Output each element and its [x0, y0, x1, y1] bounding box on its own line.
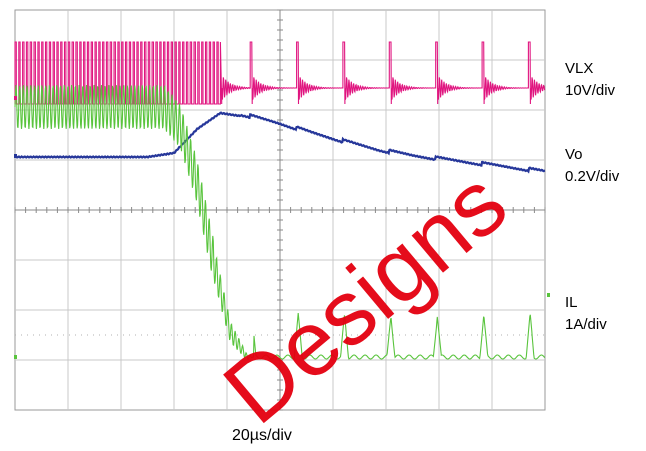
vlx-scale: 10V/div	[565, 82, 616, 99]
il-label: IL 1A/div	[565, 292, 607, 336]
channel-marker	[547, 293, 550, 297]
vo-scale: 0.2V/div	[565, 168, 620, 185]
watermark: Designs	[205, 152, 525, 444]
il-name: IL	[565, 294, 578, 311]
channel-marker	[14, 154, 17, 158]
grid	[14, 9, 546, 411]
traces	[14, 41, 546, 361]
timebase-label: 20µs/div	[232, 427, 292, 444]
vo-name: Vo	[565, 146, 583, 163]
vlx-trace	[14, 41, 546, 105]
il-trace	[14, 84, 546, 361]
vo-trace	[14, 111, 546, 174]
channel-marker	[14, 355, 17, 359]
channel-markers	[14, 96, 550, 359]
il-scale: 1A/div	[565, 316, 607, 333]
vlx-label: VLX 10V/div	[565, 58, 615, 102]
vlx-name: VLX	[565, 60, 594, 77]
channel-marker	[14, 96, 17, 100]
vo-label: Vo 0.2V/div	[565, 144, 619, 188]
